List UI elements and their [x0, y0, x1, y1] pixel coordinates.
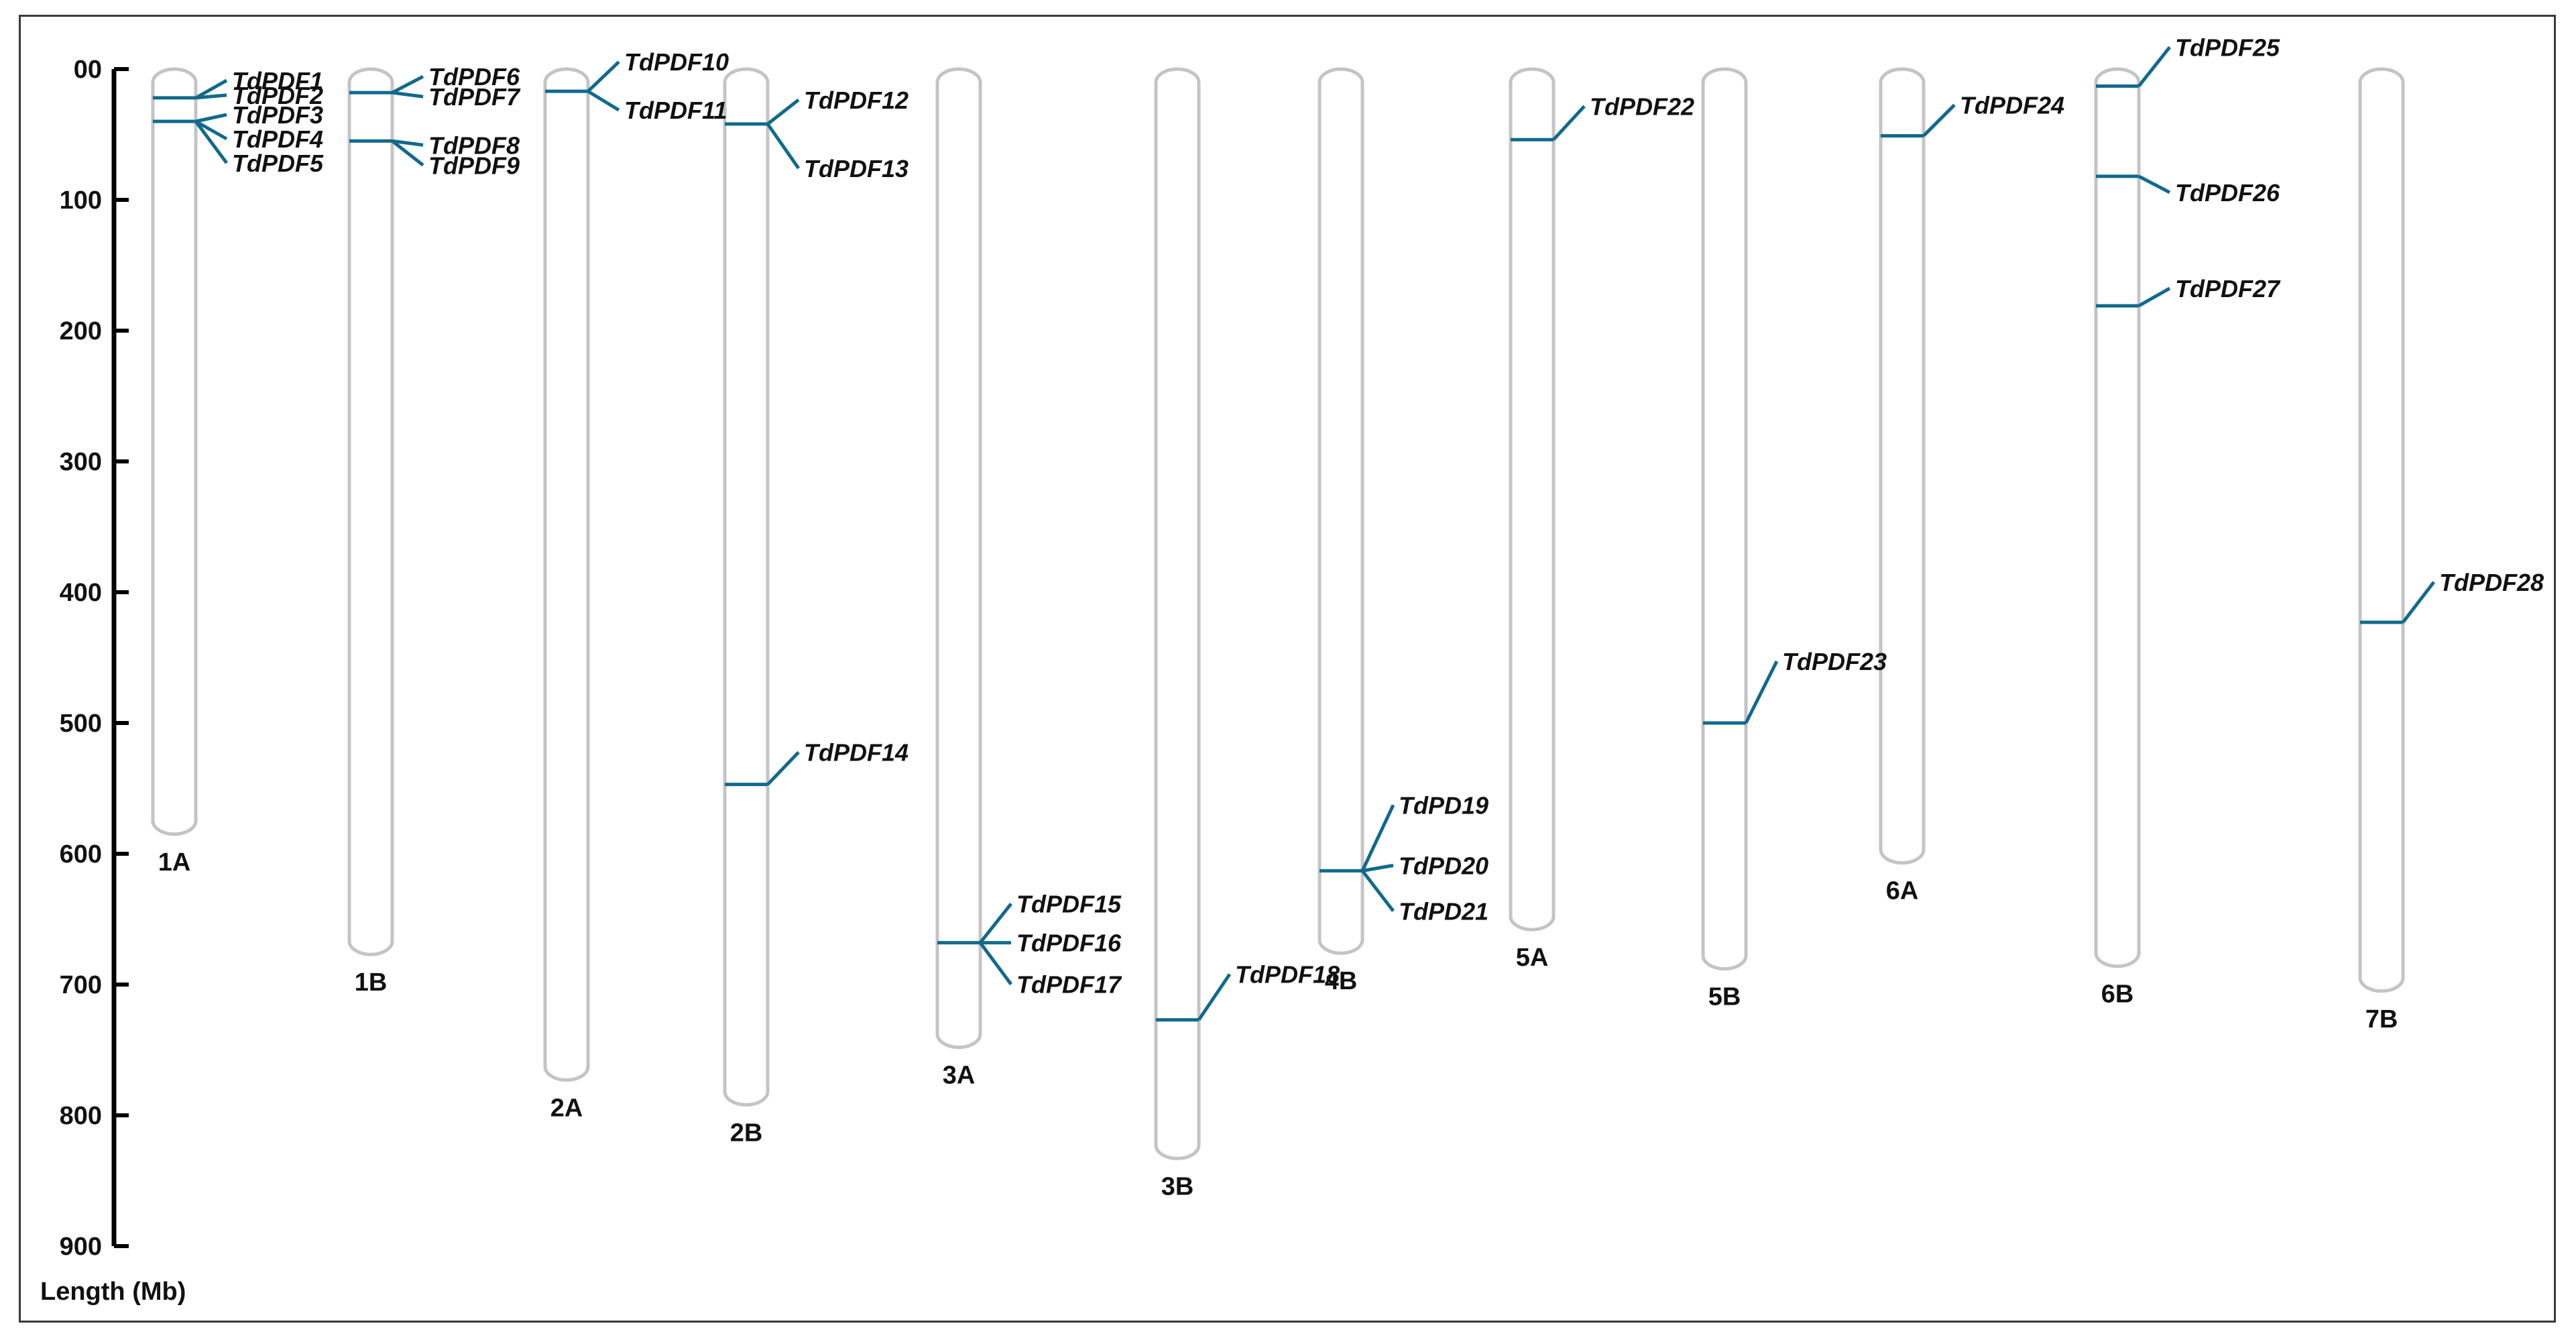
gene-connector [1360, 804, 1395, 872]
gene-connector [391, 140, 424, 167]
gene-label: TdPDF10 [624, 48, 729, 76]
gene-label: TdPDF7 [428, 83, 521, 111]
gene-label: TdPDF24 [1960, 91, 2064, 119]
gene-label: TdPDF9 [428, 152, 520, 179]
gene-connector [766, 98, 800, 125]
gene-label: TdPDF5 [232, 150, 324, 177]
gene-label: TdPDF25 [2175, 34, 2280, 61]
chromosome-4b [1318, 67, 1364, 955]
axis-tick-label: 100 [60, 186, 102, 215]
gene-label: TdPDF14 [804, 739, 909, 767]
gene-connector [1744, 660, 1779, 724]
gene-label: TdPDF27 [2175, 275, 2281, 302]
chromosome-label: 5A [1516, 944, 1549, 972]
axis-tick-label: 700 [60, 971, 102, 999]
gene-connector [766, 123, 801, 170]
gene-label: TdPDF16 [1016, 930, 1122, 957]
gene-connector [2138, 174, 2171, 194]
gene-label: TdPDF11 [624, 97, 727, 124]
gene-label: TdPDF28 [2439, 569, 2544, 596]
axis-tick-label: 500 [60, 710, 102, 738]
chromosome-6b [2094, 67, 2141, 968]
chromosome-label: 5B [1708, 983, 1741, 1011]
chromosome-label: 1A [158, 848, 191, 877]
axis-tick-label: 600 [60, 840, 102, 869]
axis-tick-label: 300 [60, 448, 102, 476]
gene-connector [195, 93, 227, 100]
chromosome-label: 1B [355, 968, 388, 997]
figure-frame [19, 15, 2556, 1323]
chromosome-5a [1509, 67, 1556, 932]
gene-connector [1552, 105, 1586, 141]
chromosome-1a [151, 67, 198, 836]
gene-label: TdPDF13 [804, 155, 909, 182]
gene-connector [587, 60, 620, 93]
chromosome-5b [1701, 67, 1748, 971]
gene-label: TdPDF4 [232, 125, 323, 153]
chromosome-3b [1154, 67, 1201, 1160]
chromosome-1b [347, 67, 394, 956]
gene-connector [194, 78, 228, 100]
axis-tick-label: 800 [60, 1102, 102, 1130]
chromosome-label: 6B [2101, 981, 2134, 1009]
axis-tick-label: 400 [60, 579, 102, 607]
gene-label: TdPDF12 [804, 87, 909, 114]
axis-tick-label: 00 [74, 56, 102, 84]
gene-label: TdPDF23 [1782, 648, 1887, 675]
chromosome-3a [935, 67, 982, 1050]
gene-connector [978, 942, 1013, 986]
axis-tick-label: 200 [60, 317, 102, 345]
gene-connector [587, 90, 620, 112]
chromosome-label: 6A [1886, 877, 1919, 905]
gene-label: TdPD19 [1399, 791, 1488, 819]
chromosome-label: 4B [1325, 967, 1358, 995]
gene-connector [392, 139, 424, 147]
gene-label: TdPDF8 [428, 131, 520, 159]
gene-label: TdPDF17 [1016, 971, 1122, 999]
gene-connector [1362, 863, 1394, 873]
gene-connector [2138, 286, 2171, 308]
gene-label: TdPD21 [1399, 897, 1488, 925]
gene-label: TdPDF1 [232, 67, 323, 95]
gene-connector [979, 903, 1012, 944]
gene-label: TdPDF22 [1590, 93, 1694, 120]
gene-label: TdPDF18 [1235, 961, 1340, 989]
gene-connector [2138, 46, 2171, 87]
axis-tick-label: 900 [60, 1233, 102, 1261]
gene-label: TdPDF3 [232, 101, 323, 129]
chromosome-label: 7B [2365, 1005, 2398, 1034]
gene-connector [1922, 103, 1956, 137]
gene-label: TdPD20 [1399, 852, 1488, 879]
gene-connector [194, 119, 228, 141]
gene-connector [2402, 581, 2435, 624]
chromosome-2b [723, 67, 770, 1107]
gene-connector [392, 91, 424, 99]
chromosome-label: 3A [943, 1062, 976, 1090]
axis-title: Length (Mb) [40, 1278, 186, 1306]
gene-connector [1197, 973, 1232, 1021]
gene-label: TdPDF6 [428, 63, 520, 91]
gene-connector [194, 120, 229, 164]
chromosome-label: 3B [1161, 1172, 1194, 1201]
chromosome-6a [1879, 67, 1926, 865]
chromosome-label: 2B [730, 1119, 763, 1147]
gene-connector [1361, 869, 1395, 912]
gene-connector [391, 74, 424, 95]
chromosome-7b [2358, 67, 2405, 993]
gene-label: TdPDF15 [1016, 891, 1122, 918]
gene-connector [195, 113, 227, 123]
chromosome-label: 2A [550, 1094, 583, 1122]
gene-label: TdPDF2 [232, 82, 323, 109]
gene-connector [766, 750, 800, 786]
chromosome-2a [543, 67, 590, 1082]
gene-label: TdPDF26 [2175, 179, 2280, 207]
